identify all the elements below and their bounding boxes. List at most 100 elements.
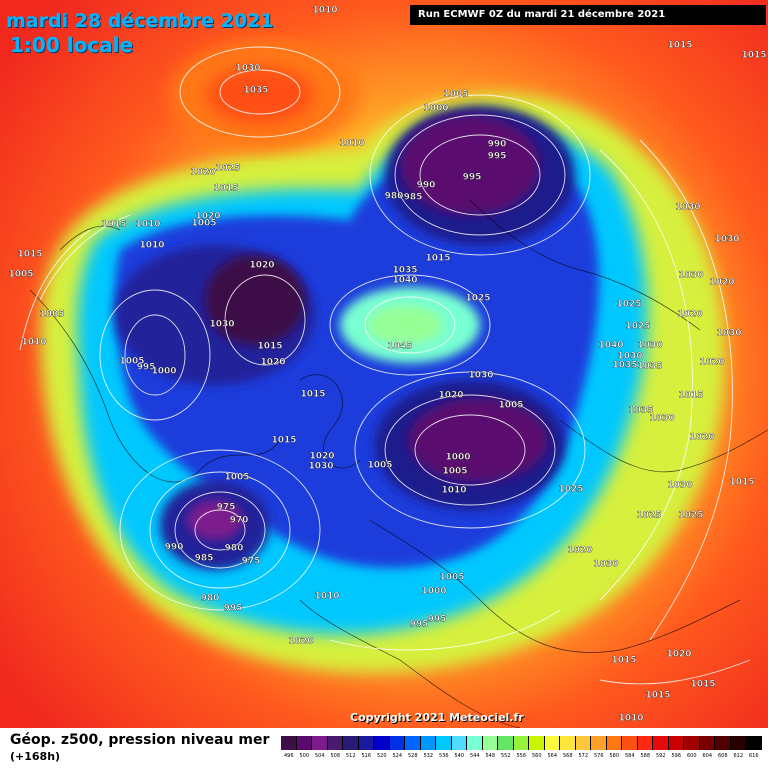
- scale-label: 560: [531, 753, 542, 759]
- isobar-label: 1000: [445, 453, 470, 463]
- isobar-label: 1005: [439, 573, 464, 583]
- scale-label: 556: [516, 753, 527, 759]
- scale-label: 576: [593, 753, 604, 759]
- isobar-label: 1030: [714, 235, 739, 245]
- isobar-label: 1015: [213, 184, 238, 194]
- scale-label: 544: [469, 753, 480, 759]
- isobar-label: 1015: [257, 342, 282, 352]
- scale-label: 524: [392, 753, 403, 759]
- isobar-label: 990: [165, 543, 184, 553]
- isobar-label: 1025: [636, 511, 661, 521]
- scale-swatch: [358, 736, 374, 750]
- isobar-label: 995: [463, 173, 482, 183]
- scale-swatch: [560, 736, 576, 750]
- color-scale: [281, 736, 762, 750]
- isobar-label: 1030: [716, 329, 741, 339]
- scale-swatch: [405, 736, 421, 750]
- scale-label: 612: [733, 753, 744, 759]
- isobar-label: 1010: [135, 220, 160, 230]
- isobar-label: 995: [137, 363, 156, 373]
- scale-label: 540: [454, 753, 465, 759]
- isobar-label: 1005: [224, 473, 249, 483]
- isobar-label: 1020: [699, 358, 724, 368]
- isobar-label: 1025: [465, 294, 490, 304]
- scale-swatch: [420, 736, 436, 750]
- isobar-label: 980: [385, 192, 404, 202]
- isobar-label: 995: [224, 604, 243, 614]
- isobar-label: 1000: [423, 104, 448, 114]
- scale-label: 552: [500, 753, 511, 759]
- isobar-label: 1025: [678, 511, 703, 521]
- isobar-label: 1015: [611, 656, 636, 666]
- isobar-label: 975: [217, 503, 236, 513]
- isobar-label: 1030: [617, 352, 642, 362]
- isobar-label: 1000: [151, 367, 176, 377]
- isobar-label: 1015: [678, 391, 703, 401]
- isobar-label: 1025: [625, 322, 650, 332]
- isobar-label: 1015: [690, 680, 715, 690]
- isobar-label: 985: [404, 193, 423, 203]
- isobar-label: 1030: [593, 560, 618, 570]
- scale-label: 516: [361, 753, 372, 759]
- scale-label: 616: [748, 753, 759, 759]
- isobar-label: 995: [410, 620, 429, 630]
- isobar-label: 1035: [637, 362, 662, 372]
- isobar-label: 1030: [667, 481, 692, 491]
- scale-swatch: [730, 736, 746, 750]
- scale-label: 504: [314, 753, 325, 759]
- isobar-label: 1020: [689, 433, 714, 443]
- scale-label: 600: [686, 753, 697, 759]
- isobar-label: 1035: [628, 406, 653, 416]
- isobar-label: 1010: [618, 714, 643, 724]
- isobar-label: 1015: [300, 390, 325, 400]
- isobar-label: 1005: [39, 310, 64, 320]
- copyright-text: Copyright 2021 Meteociel.fr: [350, 711, 524, 724]
- scale-label: 532: [423, 753, 434, 759]
- map-parameter-title: Géop. z500, pression niveau mer: [10, 732, 270, 748]
- scale-swatch: [699, 736, 715, 750]
- isobar-label: 1020: [249, 261, 274, 271]
- arctic-high: [340, 287, 480, 363]
- isobar-label: 1005: [443, 90, 468, 100]
- scale-swatch: [591, 736, 607, 750]
- isobar-label: 1000: [421, 587, 446, 597]
- isobar-label: 1015: [101, 220, 126, 230]
- scale-label: 572: [578, 753, 589, 759]
- scale-swatch: [684, 736, 700, 750]
- isobar-label: 1005: [367, 461, 392, 471]
- isobar-label: 1005: [119, 357, 144, 367]
- scale-label: 512: [345, 753, 356, 759]
- scale-swatch: [544, 736, 560, 750]
- isobar-label: 1015: [729, 478, 754, 488]
- scale-swatch: [327, 736, 343, 750]
- scale-label: 536: [438, 753, 449, 759]
- isobar-label: 975: [242, 557, 261, 567]
- scale-swatch: [296, 736, 312, 750]
- isobar-label: 1030: [209, 320, 234, 330]
- scale-label: 508: [330, 753, 341, 759]
- isobar-label: 985: [195, 554, 214, 564]
- isobar-label: 980: [225, 544, 244, 554]
- isobar-label: 1030: [675, 203, 700, 213]
- isobar-label: 1005: [191, 219, 216, 229]
- isobar-label: 1030: [649, 414, 674, 424]
- isobar-label: 1010: [314, 592, 339, 602]
- isobar-lines: [19, 46, 751, 685]
- isobar-label: 1015: [645, 691, 670, 701]
- scale-label: 596: [671, 753, 682, 759]
- isobar-label: 1025: [215, 164, 240, 174]
- forecast-step: (+168h): [10, 750, 61, 763]
- isobar-label: 990: [417, 181, 436, 191]
- isobar-label: 1015: [425, 254, 450, 264]
- isobar-label: 1030: [468, 371, 493, 381]
- scale-swatch: [281, 736, 297, 750]
- scale-label: 568: [562, 753, 573, 759]
- isobar-label: 1030: [637, 341, 662, 351]
- scale-swatch: [746, 736, 762, 750]
- scale-swatch: [653, 736, 669, 750]
- isobar-label: 995: [428, 615, 447, 625]
- run-info: Run ECMWF 0Z du mardi 21 décembre 2021: [410, 5, 766, 25]
- scale-swatch: [374, 736, 390, 750]
- scale-label: 580: [609, 753, 620, 759]
- z500-map: 1010103010351025101510201010100510009909…: [0, 0, 768, 728]
